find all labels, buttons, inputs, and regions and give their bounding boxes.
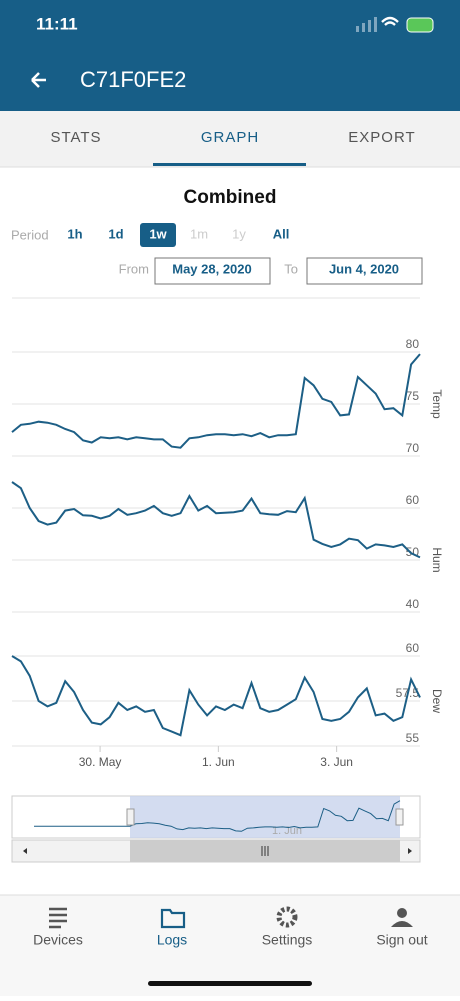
period-button: 1y: [232, 226, 246, 241]
signout-icon: [391, 921, 413, 927]
navigator-handle[interactable]: [126, 808, 135, 826]
tab-bar: [0, 111, 460, 167]
signal: [356, 26, 359, 32]
y-tick-label: 80: [406, 337, 420, 351]
navigator-range[interactable]: [130, 796, 400, 838]
period-button: 1m: [190, 226, 208, 241]
clock: 11:11: [36, 14, 78, 33]
wifi: [381, 16, 399, 26]
to-date: Jun 4, 2020: [329, 261, 399, 276]
y-tick-label: 40: [406, 597, 420, 611]
x-tick-label: 3. Jun: [320, 755, 353, 769]
data-line: [11, 353, 421, 449]
tab[interactable]: STATS: [50, 129, 101, 146]
period-button[interactable]: 1d: [108, 226, 123, 241]
y-tick-label: 60: [406, 641, 420, 655]
period-button[interactable]: 1h: [67, 226, 82, 241]
axis-title: Temp: [430, 389, 444, 419]
nav-item[interactable]: Logs: [157, 932, 187, 948]
from-label: From: [119, 261, 149, 276]
signal: [374, 17, 377, 32]
home-indicator: [148, 981, 312, 986]
axis-title: Dew: [430, 689, 444, 713]
from-input[interactable]: [154, 257, 271, 285]
navigator-line: [34, 800, 401, 832]
period-button[interactable]: 1w: [149, 226, 167, 241]
logs-icon: [160, 908, 186, 929]
header-title: C71F0FE2: [80, 67, 186, 92]
graph-title: Combined: [184, 187, 277, 208]
navigator-handle[interactable]: [395, 808, 404, 826]
data-line: [11, 481, 421, 559]
from-date: May 28, 2020: [172, 261, 252, 276]
data-line: [11, 655, 421, 737]
y-tick-label: 75: [406, 389, 420, 403]
x-tick-label: 30. May: [79, 755, 122, 769]
tab-indicator: [153, 163, 306, 166]
period-label: Period: [11, 227, 49, 242]
nav-item[interactable]: Settings: [262, 932, 313, 948]
axis-title: Hum: [430, 547, 444, 572]
signout-icon: [397, 908, 407, 918]
y-tick-label: 60: [406, 493, 420, 507]
navigator-tick: 1. Jun: [272, 825, 302, 837]
app-bar: [0, 0, 460, 111]
y-tick-label: 70: [406, 441, 420, 455]
battery: [406, 17, 434, 33]
nav-item[interactable]: Devices: [33, 932, 83, 948]
period-selected: [140, 223, 176, 247]
signal: [368, 20, 371, 32]
nav-item[interactable]: Sign out: [376, 932, 427, 948]
x-tick-label: 1. Jun: [202, 755, 235, 769]
to-input[interactable]: [306, 257, 423, 285]
scroll-grip: [261, 846, 269, 856]
tab-active[interactable]: GRAPH: [201, 129, 259, 146]
tab[interactable]: EXPORT: [348, 129, 415, 146]
to-label: To: [284, 261, 298, 276]
devices-icon: [49, 907, 67, 929]
bottom-nav: [0, 895, 460, 996]
signal: [362, 23, 365, 32]
back-button[interactable]: [31, 72, 46, 88]
period-button[interactable]: All: [273, 226, 290, 241]
y-tick-label: 55: [406, 731, 420, 745]
settings-icon: [276, 906, 298, 928]
